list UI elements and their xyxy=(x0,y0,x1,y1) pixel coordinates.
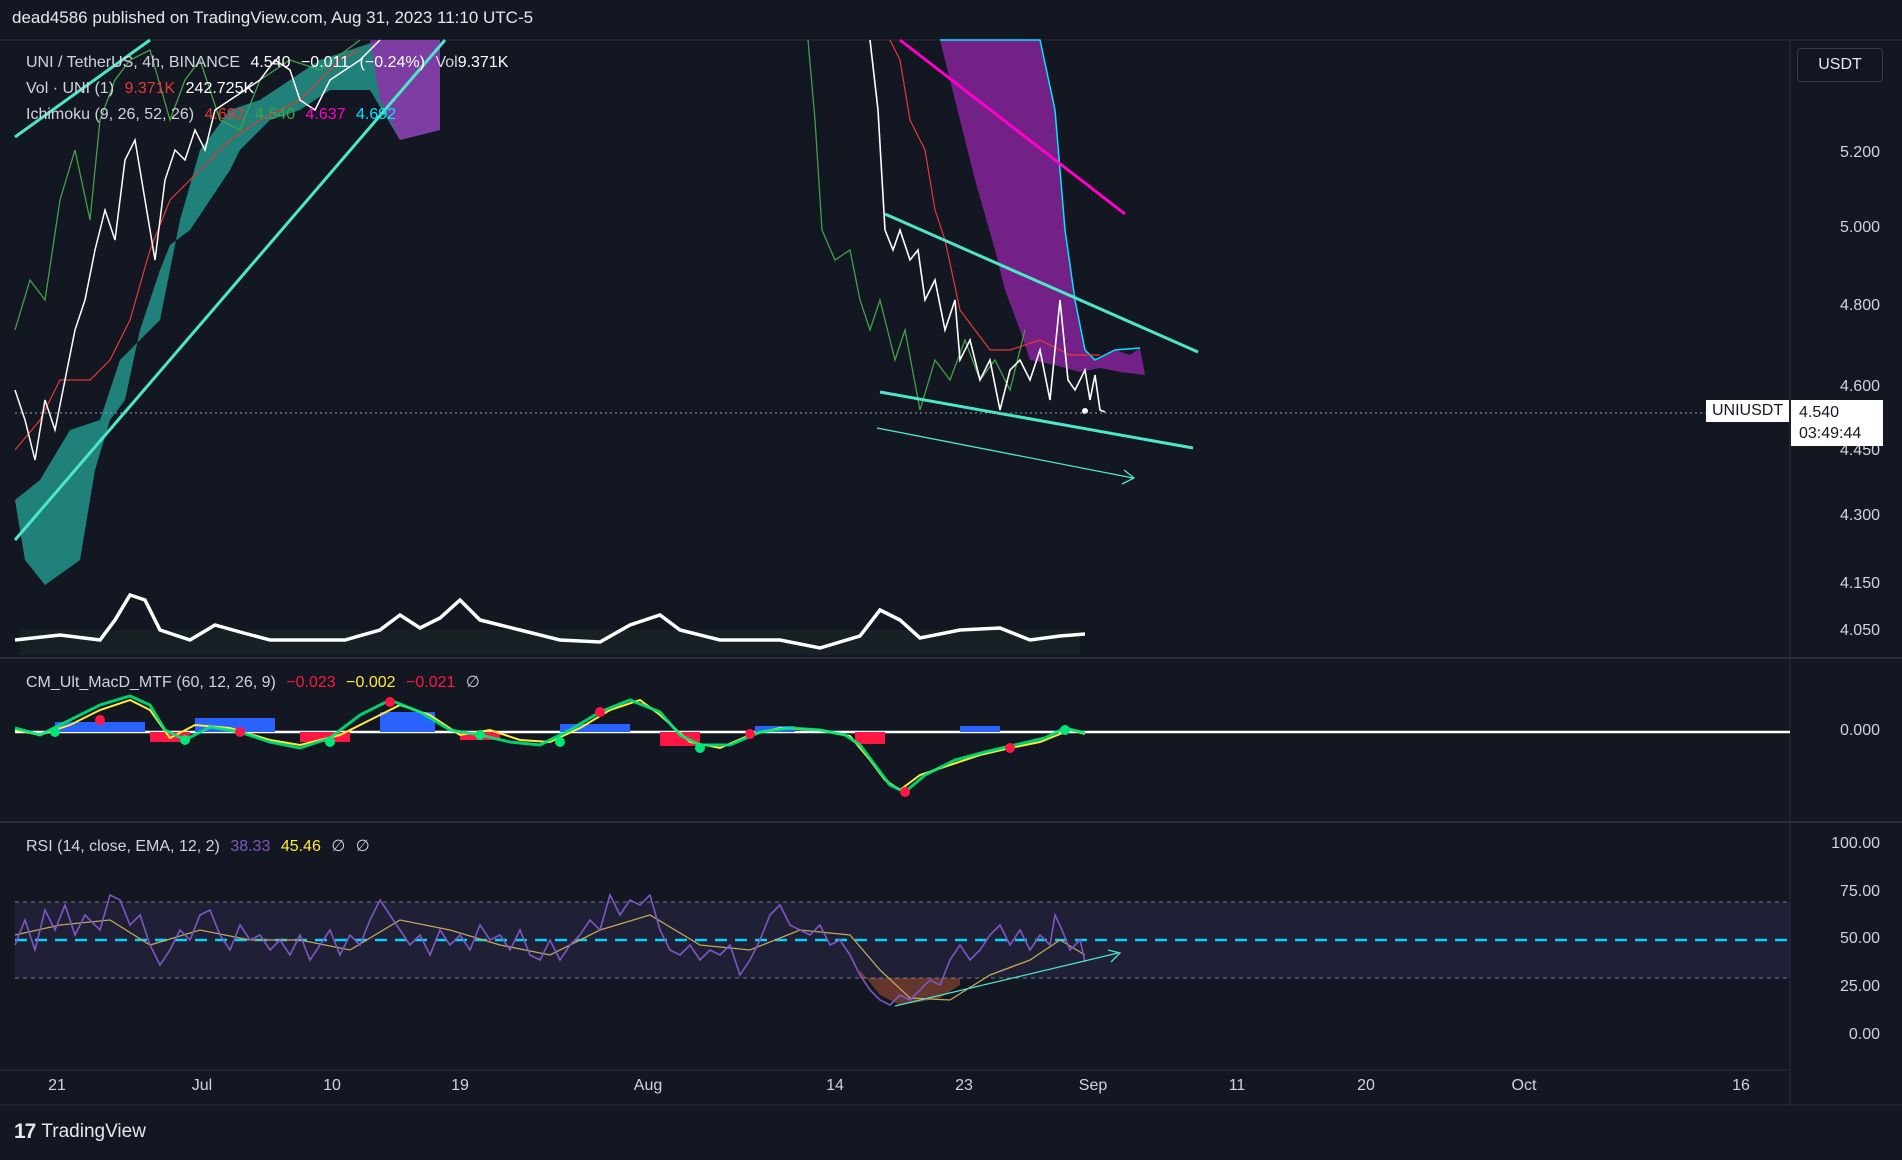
tenkan-sen-right xyxy=(889,39,1100,356)
macd-legend-row: CM_Ult_MacD_MTF (60, 12, 26, 9) −0.023 −… xyxy=(26,672,486,692)
vol-value: 9.371K xyxy=(457,54,509,71)
price-tick: 4.050 xyxy=(1839,622,1880,639)
rsi-axis-tick: 25.00 xyxy=(1839,978,1880,995)
price-tick: 4.600 xyxy=(1839,378,1880,395)
uptrend-support-line xyxy=(13,39,447,541)
time-tick: 21 xyxy=(48,1077,66,1094)
volume-bars xyxy=(20,630,1080,655)
ichimoku-v1: 4.692 xyxy=(204,106,245,123)
rsi-v2: 45.46 xyxy=(280,838,321,855)
rsi-legend-row: RSI (14, close, EMA, 12, 2) 38.33 45.46 … xyxy=(26,836,376,856)
last-price-value: 4.540 xyxy=(1799,404,1840,421)
price-tick: 4.150 xyxy=(1839,575,1880,592)
channel-upper-line xyxy=(884,212,1199,354)
macd-cross-dots xyxy=(50,697,1070,797)
time-tick: Jul xyxy=(191,1077,213,1094)
price-tick: 4.800 xyxy=(1839,297,1880,314)
channel-lower-line xyxy=(879,390,1194,450)
macd-signal-line xyxy=(14,698,1086,792)
price-line-right xyxy=(869,39,1106,413)
bar-countdown: 03:49:44 xyxy=(1799,425,1862,442)
rsi-v3: ∅ xyxy=(331,838,346,855)
tradingview-logo[interactable]: 17 TradingView xyxy=(14,1120,146,1144)
rsi-v4: ∅ xyxy=(355,838,370,855)
price-tick: 4.300 xyxy=(1839,507,1880,524)
last-value: 4.540 xyxy=(250,54,291,71)
rsi-legend-label: RSI (14, close, EMA, 12, 2) xyxy=(26,838,220,855)
time-tick: 19 xyxy=(451,1077,469,1094)
time-tick: Sep xyxy=(1078,1077,1108,1094)
time-tick: 10 xyxy=(323,1077,341,1094)
symbol-price-tag: UNIUSDT xyxy=(1706,400,1790,422)
time-tick: 16 xyxy=(1732,1077,1750,1094)
descending-resistance-line xyxy=(899,38,1126,216)
price-tick: 5.200 xyxy=(1839,144,1880,161)
price-line-left xyxy=(14,39,381,461)
publisher-header: dead4586 published on TradingView.com, A… xyxy=(12,8,534,27)
time-tick: 23 xyxy=(955,1077,973,1094)
ichimoku-cloud-right xyxy=(940,39,1145,375)
currency-button[interactable]: USDT xyxy=(1797,48,1883,82)
tradingview-logo-icon: 17 xyxy=(14,1120,36,1143)
macd-v4: ∅ xyxy=(465,674,480,691)
ichimoku-legend-row: Ichimoku (9, 26, 52, 26) 4.692 4.540 4.6… xyxy=(26,106,402,124)
time-tick: 20 xyxy=(1357,1077,1375,1094)
vol-label: Vol xyxy=(435,54,458,71)
volume-legend-row: Vol · UNI (1) 9.371K 242.725K xyxy=(26,80,260,98)
macd-axis-tick: 0.000 xyxy=(1839,722,1880,739)
macd-v2: −0.002 xyxy=(346,674,396,691)
time-tick: 11 xyxy=(1228,1077,1246,1094)
macd-v3: −0.021 xyxy=(406,674,456,691)
main-legend-row: UNI / TetherUS, 4h, BINANCE 4.540 −0.011… xyxy=(26,54,514,72)
projection-arrow xyxy=(876,427,1136,485)
ichimoku-legend-label: Ichimoku (9, 26, 52, 26) xyxy=(26,106,195,123)
ichimoku-v3: 4.637 xyxy=(305,106,346,123)
price-tick: 5.000 xyxy=(1839,219,1880,236)
rsi-axis-tick: 100.00 xyxy=(1831,835,1880,852)
change-value: −0.011 xyxy=(300,54,350,71)
volume-legend-v1: 9.371K xyxy=(124,80,176,97)
macd-v1: −0.023 xyxy=(286,674,336,691)
ichimoku-v2: 4.540 xyxy=(255,106,296,123)
rsi-line xyxy=(14,892,1086,1006)
uptrend-line-upper xyxy=(14,38,151,139)
time-tick: Oct xyxy=(1511,1077,1537,1094)
macd-legend-label: CM_Ult_MacD_MTF (60, 12, 26, 9) xyxy=(26,674,276,691)
volume-ma-line xyxy=(14,592,1086,650)
time-tick: Aug xyxy=(633,1077,663,1094)
last-price-tag: 4.540 03:49:44 xyxy=(1791,400,1883,446)
price-tick: 4.450 xyxy=(1839,442,1880,459)
rsi-axis-tick: 50.00 xyxy=(1839,930,1880,947)
rsi-divergence-arrow xyxy=(894,949,1122,1007)
ichimoku-v4: 4.692 xyxy=(356,106,397,123)
tradingview-logo-text: TradingView xyxy=(41,1121,146,1142)
macd-line xyxy=(14,694,1086,794)
change-pct-value: (−0.24%) xyxy=(359,54,425,71)
volume-legend-v2: 242.725K xyxy=(185,80,255,97)
symbol-label: UNI / TetherUS, 4h, BINANCE xyxy=(26,54,240,71)
rsi-axis-tick: 0.00 xyxy=(1848,1026,1880,1043)
time-tick: 14 xyxy=(826,1077,844,1094)
rsi-axis-tick: 75.00 xyxy=(1839,883,1880,900)
rsi-v1: 38.33 xyxy=(230,838,271,855)
volume-legend-label: Vol · UNI (1) xyxy=(26,80,115,97)
